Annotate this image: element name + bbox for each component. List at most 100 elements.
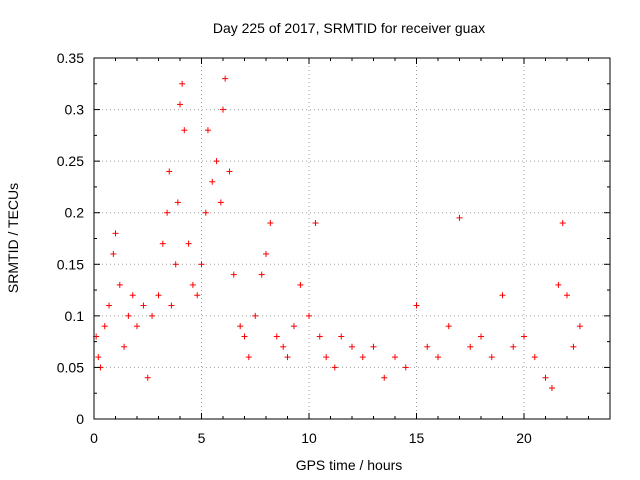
data-point-14: [149, 312, 156, 319]
data-point-72: [521, 333, 527, 340]
data-point-43: [263, 250, 269, 257]
data-point-70: [499, 292, 506, 299]
data-point-71: [510, 343, 517, 350]
x-tick-labels: 0 5 10 15 20: [90, 430, 532, 446]
data-point-76: [555, 281, 562, 288]
data-point-46: [280, 343, 287, 350]
data-point-59: [381, 374, 388, 381]
y-tick-label-7: 0.35: [57, 50, 84, 66]
y-tick-label-2: 0.1: [65, 308, 85, 324]
x-tick-label-3: 15: [409, 430, 425, 446]
data-point-77: [559, 220, 566, 227]
data-point-41: [252, 312, 259, 319]
data-point-29: [202, 209, 209, 216]
x-tick-label-2: 10: [301, 430, 317, 446]
data-point-47: [284, 354, 291, 361]
data-point-34: [220, 106, 226, 113]
data-point-19: [168, 302, 175, 309]
data-point-52: [316, 333, 323, 340]
y-tick-label-4: 0.2: [65, 205, 85, 221]
data-point-73: [531, 354, 538, 361]
data-point-68: [478, 333, 484, 340]
data-point-56: [349, 343, 355, 350]
data-point-31: [209, 178, 216, 185]
x-tick-label-0: 0: [90, 430, 98, 446]
y-tick-label-0: 0: [76, 411, 84, 427]
y-tick-label-3: 0.15: [57, 256, 84, 272]
data-point-54: [331, 364, 338, 371]
data-point-25: [185, 240, 192, 247]
plot-frame: [93, 57, 611, 420]
data-point-26: [189, 281, 196, 288]
data-point-5: [110, 250, 117, 257]
data-point-8: [121, 343, 128, 350]
data-point-62: [413, 302, 420, 309]
data-point-36: [226, 168, 233, 175]
grid-lines: [94, 58, 610, 419]
data-point-1: [95, 354, 102, 361]
data-point-15: [155, 292, 162, 299]
data-point-7: [116, 281, 123, 288]
data-point-12: [140, 302, 147, 309]
data-point-28: [198, 261, 205, 268]
data-point-39: [241, 333, 248, 340]
data-point-37: [230, 271, 237, 278]
data-point-13: [144, 374, 151, 381]
data-point-42: [258, 271, 265, 278]
data-points: [93, 75, 583, 392]
x-axis-title: GPS time / hours: [296, 457, 403, 473]
data-point-22: [177, 101, 183, 108]
data-point-11: [134, 323, 140, 330]
data-point-74: [542, 374, 549, 381]
data-point-64: [435, 354, 441, 361]
data-point-35: [222, 75, 229, 82]
data-point-23: [179, 80, 186, 87]
data-point-66: [456, 214, 463, 221]
y-tick-label-1: 0.05: [57, 359, 84, 375]
data-point-4: [106, 302, 113, 309]
data-point-3: [101, 323, 108, 330]
data-point-21: [174, 199, 181, 206]
data-point-60: [392, 354, 398, 361]
data-point-57: [359, 354, 366, 361]
data-point-16: [159, 240, 166, 247]
data-point-30: [204, 127, 211, 134]
data-point-61: [402, 364, 409, 371]
data-point-75: [548, 385, 555, 392]
y-tick-label-6: 0.3: [65, 102, 85, 118]
data-point-32: [213, 158, 220, 165]
data-point-79: [570, 343, 577, 350]
data-point-69: [488, 354, 495, 361]
data-point-44: [267, 220, 274, 227]
data-point-53: [323, 354, 330, 361]
data-point-17: [164, 209, 171, 216]
data-point-49: [297, 281, 304, 288]
y-axis-title: SRMTID / TECUs: [5, 183, 21, 293]
data-point-9: [125, 312, 132, 319]
data-point-27: [194, 292, 201, 299]
data-point-48: [290, 323, 297, 330]
data-point-80: [576, 323, 583, 330]
data-point-55: [338, 333, 345, 340]
data-point-18: [166, 168, 173, 175]
x-tick-label-4: 20: [516, 430, 532, 446]
axis-ticks: [93, 57, 611, 420]
data-point-65: [445, 323, 452, 330]
data-point-51: [312, 220, 319, 227]
data-point-10: [129, 292, 136, 299]
data-point-45: [273, 333, 280, 340]
data-point-24: [181, 127, 188, 134]
y-tick-labels: 0 0.05 0.1 0.15 0.2 0.25 0.3 0.35: [57, 50, 84, 427]
data-point-40: [245, 354, 252, 361]
data-point-67: [467, 343, 474, 350]
data-point-63: [424, 343, 431, 350]
data-point-38: [237, 323, 244, 330]
data-point-58: [370, 343, 377, 350]
data-point-20: [172, 261, 179, 268]
y-tick-label-5: 0.25: [57, 153, 84, 169]
data-point-6: [112, 230, 119, 237]
data-point-50: [306, 312, 312, 319]
x-tick-label-1: 5: [198, 430, 206, 446]
data-point-78: [564, 292, 570, 299]
